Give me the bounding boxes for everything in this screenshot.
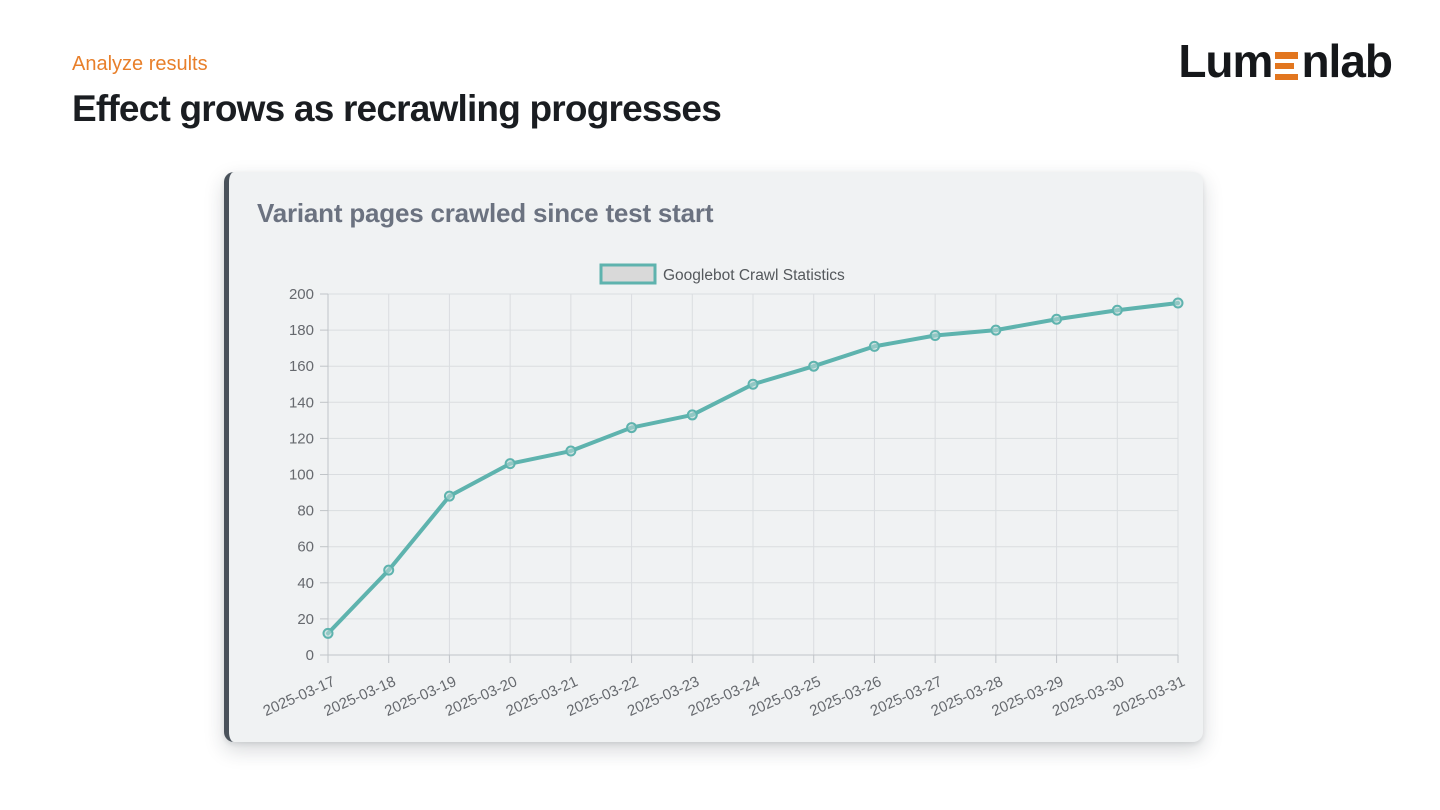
header: Analyze results Effect grows as recrawli…	[72, 52, 722, 129]
y-tick-label: 0	[306, 647, 314, 664]
data-point[interactable]	[1172, 297, 1184, 309]
data-point[interactable]	[686, 409, 698, 421]
chart-axes	[320, 293, 1179, 663]
data-point[interactable]	[565, 445, 577, 457]
data-point[interactable]	[443, 490, 455, 502]
y-tick-label: 80	[297, 503, 314, 520]
chart-gridlines	[328, 293, 1179, 655]
lumenlab-logo: Lum nlab	[1178, 35, 1393, 87]
y-tick-label: 40	[297, 575, 314, 592]
data-point[interactable]	[929, 330, 941, 342]
data-points	[322, 297, 1184, 639]
y-tick-label: 100	[289, 467, 314, 484]
logo-text-prefix: Lum	[1178, 35, 1273, 87]
legend-label: Googlebot Crawl Statistics	[663, 267, 845, 284]
y-axis-labels: 0 20 40 60 80 100 120 140 160 180 200	[289, 286, 314, 664]
y-tick-label: 20	[297, 611, 314, 628]
y-tick-label: 140	[289, 394, 314, 411]
logo-e-bars-icon	[1275, 52, 1299, 80]
eyebrow-label: Analyze results	[72, 53, 208, 75]
data-point[interactable]	[322, 627, 334, 639]
data-point[interactable]	[1111, 304, 1123, 316]
data-point[interactable]	[504, 458, 516, 470]
logo-text-suffix: nlab	[1301, 35, 1393, 87]
y-tick-label: 120	[289, 430, 314, 447]
page-title: Effect grows as recrawling progresses	[72, 88, 722, 129]
chart-legend[interactable]: Googlebot Crawl Statistics	[599, 263, 845, 285]
y-tick-label: 160	[289, 358, 314, 375]
data-point[interactable]	[747, 378, 759, 390]
data-point[interactable]	[626, 422, 638, 434]
data-point[interactable]	[868, 340, 880, 352]
data-point[interactable]	[990, 324, 1002, 336]
data-point[interactable]	[383, 564, 395, 576]
chart-card: Variant pages crawled since test start 0…	[224, 172, 1203, 742]
x-axis-labels: 2025-03-172025-03-182025-03-192025-03-20…	[261, 673, 1188, 720]
y-tick-label: 200	[289, 286, 314, 303]
crawl-statistics-chart: 0 20 40 60 80 100 120 140 160 180 200 2025-03-17202…	[261, 263, 1188, 720]
chart-title: Variant pages crawled since test start	[257, 198, 714, 228]
data-point[interactable]	[808, 360, 820, 372]
legend-swatch	[599, 263, 657, 285]
y-tick-label: 60	[297, 539, 314, 556]
y-tick-label: 180	[289, 322, 314, 339]
data-point[interactable]	[1051, 313, 1063, 325]
